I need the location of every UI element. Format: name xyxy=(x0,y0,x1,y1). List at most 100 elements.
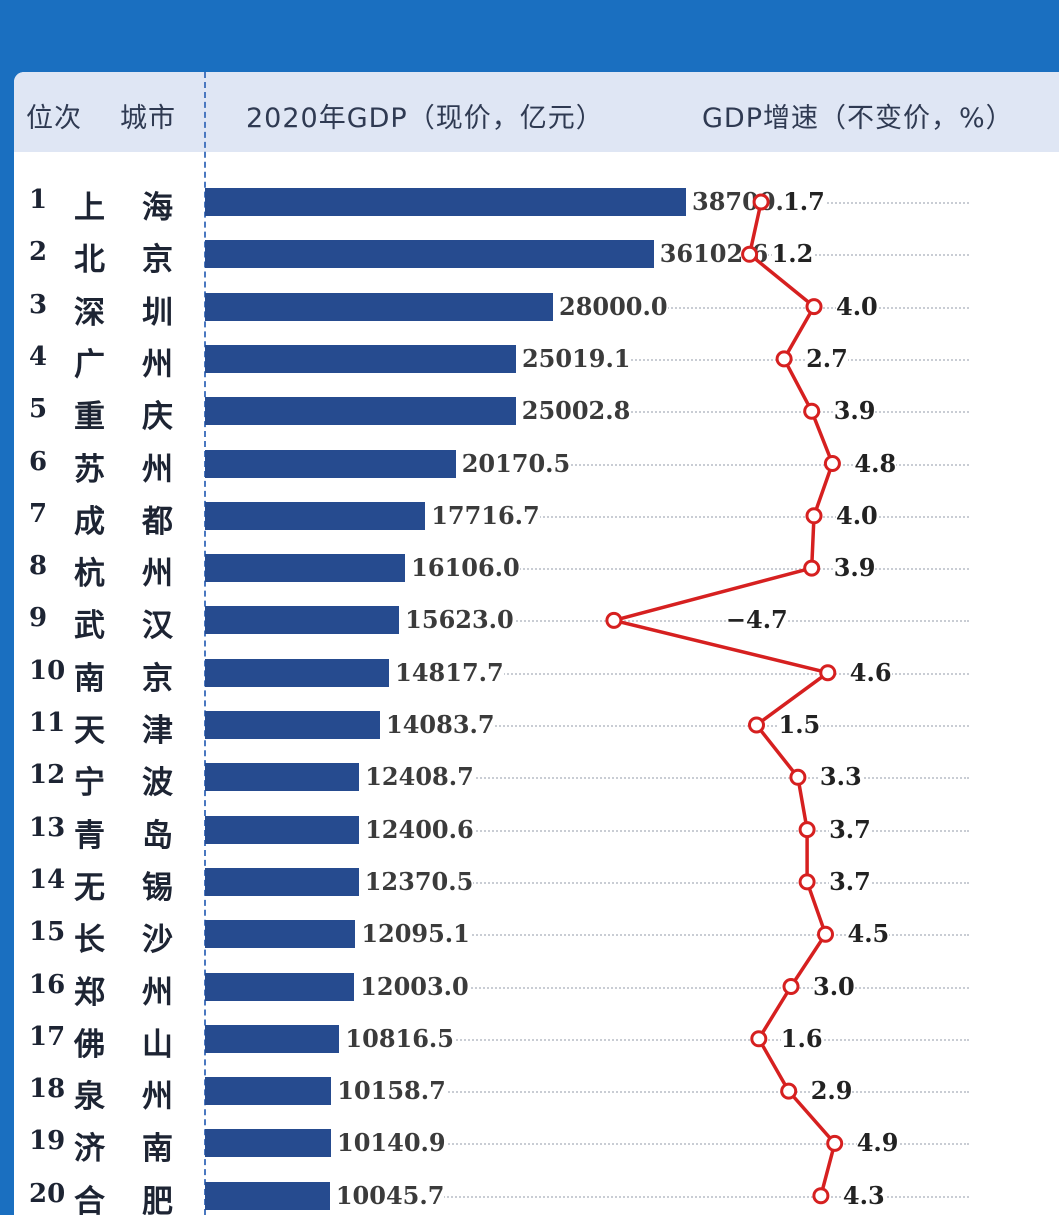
gdp-bar xyxy=(205,606,400,635)
city-label: 成 xyxy=(74,503,105,540)
gdp-value-label: 28000.0 xyxy=(559,291,668,321)
gdp-value-label: 12003.0 xyxy=(360,971,469,1001)
gdp-bar xyxy=(205,1077,332,1106)
growth-point xyxy=(805,507,823,525)
growth-value-label: 4.9 xyxy=(856,1128,899,1158)
city-label: 济 xyxy=(74,1131,105,1168)
growth-point xyxy=(805,298,823,316)
growth-point xyxy=(812,1187,830,1205)
gdp-value-label: 20170.5 xyxy=(461,448,571,478)
gdp-value-label: 16106.0 xyxy=(411,553,520,583)
growth-column-header: GDP增速（不变价，%） xyxy=(702,103,1014,134)
growth-value-label: 3.7 xyxy=(829,866,871,896)
rank-label: 12 xyxy=(29,760,66,791)
city-label: 泉 xyxy=(74,1079,105,1116)
gdp-bar xyxy=(205,867,359,896)
city-label: 州 xyxy=(142,1079,173,1116)
rank-label: 11 xyxy=(29,708,66,738)
row-gridline xyxy=(361,934,969,937)
gdp-value-label: 15623.0 xyxy=(405,605,514,635)
city-label: 波 xyxy=(142,765,173,802)
rank-column-header: 位次 xyxy=(26,103,82,134)
gdp-value-label: 12408.7 xyxy=(365,762,474,792)
city-label: 京 xyxy=(142,242,173,279)
growth-point xyxy=(752,193,770,211)
growth-point xyxy=(826,1134,844,1152)
row-gridline xyxy=(337,1091,969,1094)
growth-point xyxy=(823,455,841,472)
rank-label: 16 xyxy=(29,969,66,1000)
city-label: 苏 xyxy=(74,451,105,488)
rank-label: 3 xyxy=(29,289,48,320)
city-label: 海 xyxy=(142,190,173,226)
gdp-bar xyxy=(205,920,356,949)
growth-point xyxy=(605,611,623,629)
gdp-bar xyxy=(205,554,406,583)
city-label: 汉 xyxy=(142,608,173,645)
gdp-bar xyxy=(205,763,360,792)
gdp-value-label: 10816.5 xyxy=(345,1023,454,1053)
row-gridline xyxy=(335,1195,969,1198)
city-label: 佛 xyxy=(74,1026,105,1063)
chart-panel: 位次 城市 2020年GDP（现价，亿元） GDP增速（不变价，%） 1 上海 38… xyxy=(14,72,1059,1215)
growth-point xyxy=(803,559,821,577)
rank-label: 19 xyxy=(29,1126,66,1157)
city-label: 武 xyxy=(74,608,105,645)
gdp-bar xyxy=(205,711,381,739)
gdp-bar xyxy=(205,292,553,321)
city-label: 沙 xyxy=(142,922,173,959)
growth-value-label: −4.7 xyxy=(725,605,788,635)
rank-label: 18 xyxy=(29,1074,66,1105)
city-label: 州 xyxy=(142,974,173,1011)
gdp-bar xyxy=(205,815,360,844)
gdp-bar xyxy=(205,1129,332,1158)
city-label: 青 xyxy=(74,817,105,854)
rank-label: 10 xyxy=(29,655,66,686)
gdp-bar xyxy=(205,972,355,1001)
growth-value-label: 4.0 xyxy=(836,291,878,321)
growth-value-label: 3.7 xyxy=(829,814,871,844)
rank-label: 13 xyxy=(29,812,66,843)
growth-point xyxy=(750,1030,768,1048)
growth-line-chart xyxy=(605,193,844,1205)
city-label: 都 xyxy=(142,503,173,540)
gdp-bar xyxy=(205,188,686,216)
growth-value-label: 4.0 xyxy=(836,500,878,530)
city-label: 合 xyxy=(74,1183,105,1215)
city-label: 上 xyxy=(74,190,105,226)
row-gridline xyxy=(386,725,969,727)
table-header: 位次 城市 2020年GDP（现价，亿元） GDP增速（不变价，%） xyxy=(14,72,1059,152)
row-gridline xyxy=(360,986,969,989)
gdp-value-label: 25002.8 xyxy=(521,396,631,426)
gdp-value-label: 25019.1 xyxy=(521,343,631,373)
city-label: 天 xyxy=(74,713,105,749)
growth-point xyxy=(775,350,793,368)
gdp-value-label: 10140.9 xyxy=(337,1128,446,1158)
rank-label: 9 xyxy=(29,603,48,634)
growth-point xyxy=(782,978,800,995)
gdp-bar xyxy=(205,1181,330,1210)
growth-point xyxy=(798,873,816,891)
city-label: 南 xyxy=(74,660,105,697)
city-label: 杭 xyxy=(74,556,105,593)
city-label: 州 xyxy=(142,346,173,383)
gdp-bar xyxy=(205,397,516,426)
city-label: 肥 xyxy=(142,1183,173,1215)
rank-label: 15 xyxy=(29,917,66,948)
gdp-bar xyxy=(205,658,390,687)
growth-point xyxy=(748,716,765,734)
row-gridline xyxy=(395,672,969,675)
growth-value-label: 4.5 xyxy=(847,919,890,949)
city-label: 深 xyxy=(74,294,105,331)
growth-value-label: 1.7 xyxy=(783,187,825,216)
growth-point xyxy=(780,1082,798,1100)
gdp-value-label: 17716.7 xyxy=(431,500,540,530)
gdp-value-label: 10045.7 xyxy=(335,1180,445,1210)
row-gridline xyxy=(461,463,969,466)
row-gridline xyxy=(411,568,969,571)
gdp-value-label: 14817.7 xyxy=(395,657,504,687)
rank-label: 14 xyxy=(29,864,66,895)
row-gridline xyxy=(659,254,969,257)
growth-point xyxy=(789,768,807,786)
growth-point xyxy=(817,925,834,943)
